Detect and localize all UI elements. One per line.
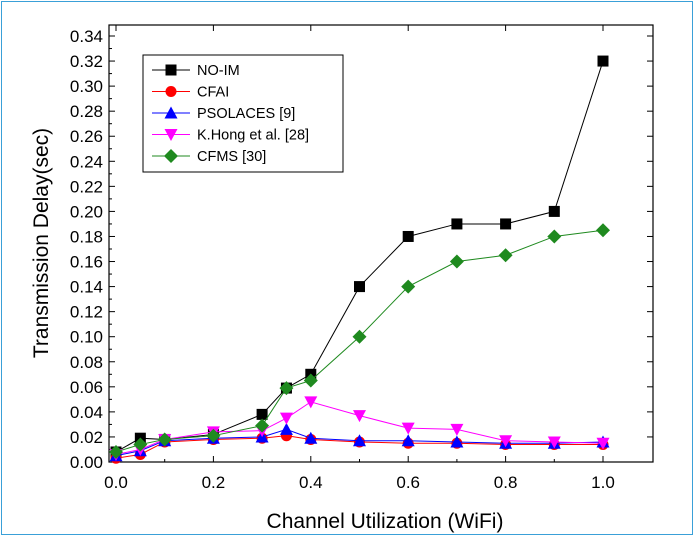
data-point: [133, 437, 148, 452]
data-point: [255, 418, 270, 433]
x-tick-label: 0.0: [104, 473, 128, 492]
series-3: [109, 396, 610, 461]
legend-label: CFMS [30]: [197, 149, 266, 165]
data-point: [401, 434, 415, 447]
y-tick-label: 0.14: [70, 278, 103, 297]
data-point: [109, 444, 123, 459]
data-point: [450, 435, 464, 448]
y-tick-label: 0.02: [70, 428, 103, 447]
data-point: [499, 435, 513, 448]
data-point: [449, 254, 464, 269]
y-tick-label: 0.08: [70, 353, 103, 372]
y-tick-label: 0.32: [70, 52, 103, 71]
data-point: [304, 431, 318, 444]
legend: NO-IM CFAI PSOLACES [9] K.Hong et al. [28] C…: [142, 54, 344, 173]
y-tick-label: 0.22: [70, 177, 103, 196]
data-point: [402, 230, 414, 242]
data-point: [303, 373, 318, 388]
data-point: [256, 408, 268, 420]
data-point: [353, 410, 366, 423]
y-tick-label: 0.00: [70, 453, 103, 472]
data-point: [279, 422, 293, 435]
legend-entry: CFMS [30]: [152, 149, 266, 165]
y-tick-label: 0.12: [70, 303, 103, 322]
legend-label: NO-IM: [197, 63, 240, 79]
data-point: [279, 381, 294, 396]
y-tick-label: 0.24: [70, 152, 103, 171]
legend-label: CFAI: [197, 85, 229, 101]
data-point: [157, 432, 172, 447]
data-point: [597, 55, 609, 67]
y-tick-label: 0.28: [70, 102, 103, 121]
y-tick-label: 0.06: [70, 378, 103, 397]
legend-entry: PSOLACES [9]: [152, 106, 295, 122]
y-tick-label: 0.26: [70, 127, 103, 146]
legend-label: K.Hong et al. [28]: [197, 128, 309, 144]
data-point: [547, 229, 562, 244]
legend-label: PSOLACES [9]: [197, 106, 295, 122]
data-point: [352, 329, 367, 344]
data-point: [401, 422, 415, 435]
series-2: [109, 422, 610, 462]
data-point: [279, 412, 293, 425]
data-point: [206, 428, 221, 443]
y-tick-label: 0.30: [70, 77, 103, 96]
legend-entry: CFAI: [152, 85, 229, 101]
y-tick-label: 0.20: [70, 202, 103, 221]
data-point: [401, 279, 416, 294]
y-axis-title: Transmission Delay(sec): [30, 128, 53, 358]
legend-marker: [165, 64, 177, 76]
y-tick-label: 0.10: [70, 328, 103, 347]
data-point: [451, 218, 463, 230]
axes: 0.00 0.02 0.04 0.06 0.08 0.10 0.12 0.14 0.16 0.18…: [70, 25, 653, 492]
plot-area: [108, 24, 654, 463]
y-tick-label: 0.04: [70, 403, 103, 422]
x-tick-label: 1.0: [591, 473, 615, 492]
data-point: [498, 248, 513, 263]
data-point: [353, 434, 366, 447]
legend-marker: [165, 86, 177, 97]
x-tick-label: 0.6: [396, 473, 420, 492]
data-point: [596, 437, 610, 450]
data-point: [450, 423, 464, 436]
x-tick-label: 0.2: [202, 473, 226, 492]
series-4: [109, 223, 610, 459]
legend-marker: [164, 106, 178, 119]
data-point: [548, 205, 560, 217]
legend-entry: NO-IM: [152, 63, 240, 79]
legend-marker: [164, 129, 178, 141]
x-tick-label: 0.8: [494, 473, 518, 492]
series-layer: [109, 55, 610, 464]
legend-marker: [164, 149, 178, 163]
y-tick-label: 0.16: [70, 253, 103, 272]
legend-entry: K.Hong et al. [28]: [152, 128, 309, 144]
data-point: [500, 218, 512, 230]
y-tick-label: 0.18: [70, 227, 103, 246]
data-point: [304, 396, 318, 409]
y-tick-label: 0.34: [70, 27, 103, 46]
x-tick-label: 0.4: [299, 473, 323, 492]
x-axis-title: Channel Utilization (WiFi): [267, 510, 504, 533]
data-point: [547, 436, 561, 449]
data-point: [354, 281, 365, 293]
data-point: [596, 223, 610, 238]
